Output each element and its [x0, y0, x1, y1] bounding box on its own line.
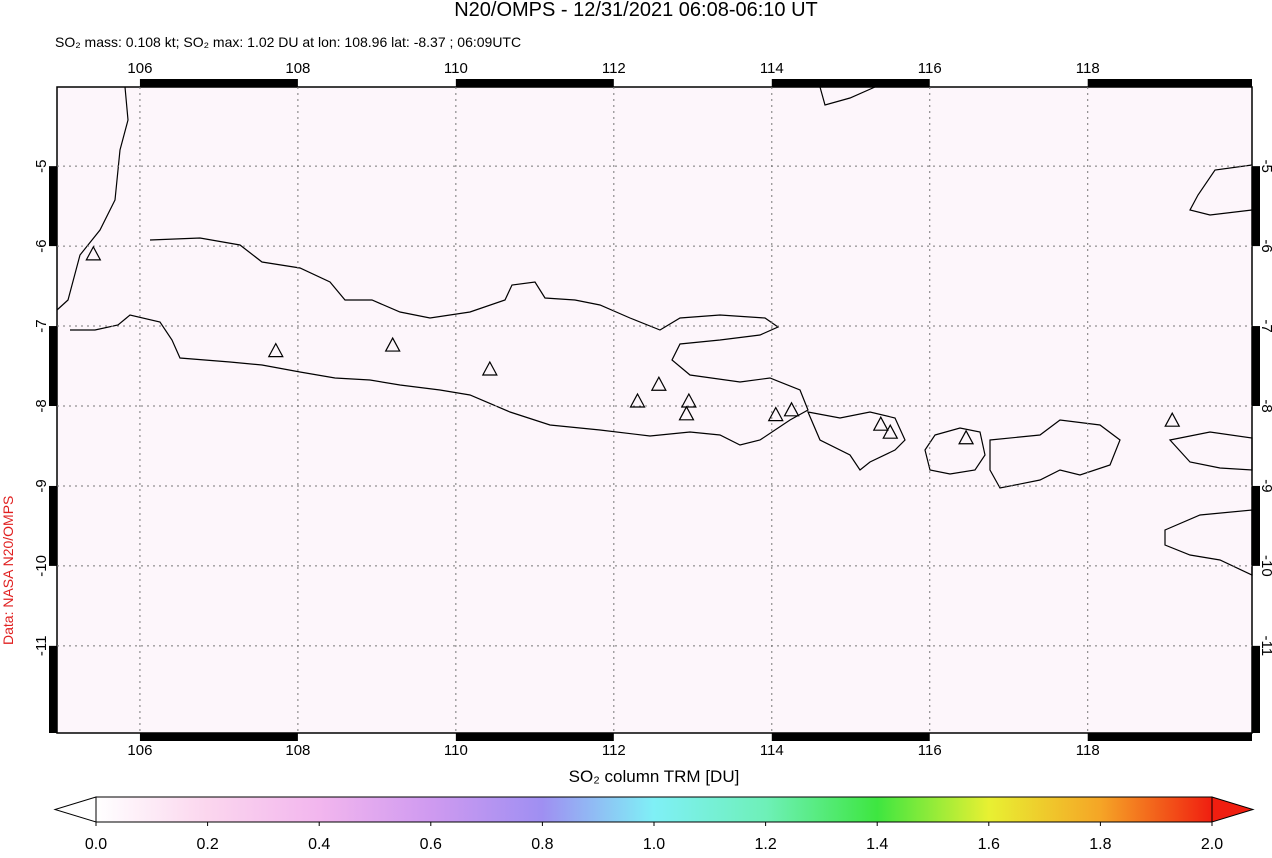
y-tick-label: -5: [1258, 159, 1272, 172]
colorbar-tick-label: 0.6: [420, 836, 442, 853]
volcano: [650, 375, 667, 391]
y-tick-label: -6: [1258, 239, 1272, 252]
volcano: [678, 405, 695, 421]
x-tick-label: 110: [444, 742, 468, 759]
border-bar: [455, 733, 614, 741]
sumbawa-coast: [989, 419, 1121, 489]
y-tick-label: -7: [1258, 319, 1272, 332]
border-bar: [139, 79, 298, 87]
border-bar: [771, 79, 930, 87]
map-area: [57, 87, 1252, 733]
volcano: [872, 415, 889, 431]
volcano: [629, 392, 646, 408]
x-tick-label: 116: [918, 60, 942, 77]
x-tick-label: 108: [285, 60, 310, 77]
border-bar: [771, 733, 930, 741]
x-tick-label: 108: [285, 742, 310, 759]
y-tick-label: -7: [33, 319, 50, 332]
colorbar-tick-label: 0.2: [196, 836, 218, 853]
border-bar: [1252, 326, 1260, 407]
map-frame: [56, 86, 1253, 734]
border-bar: [49, 645, 57, 733]
x-tick-label: 110: [444, 60, 468, 77]
volcano: [680, 392, 697, 408]
colorbar-tick-label: 0.4: [308, 836, 330, 853]
colorbar-tick-label: 2.0: [1201, 836, 1223, 853]
lombok-coast: [924, 427, 986, 475]
y-tick-label: -8: [1258, 399, 1272, 412]
volcano: [85, 245, 102, 261]
border-bar: [1087, 79, 1252, 87]
volcano: [767, 406, 784, 422]
y-tick-label: -11: [33, 636, 50, 657]
java-coast: [70, 237, 809, 446]
y-tick-label: -9: [33, 479, 50, 492]
border-bar: [1252, 485, 1260, 566]
x-tick-label: 114: [760, 742, 784, 759]
sumba-coast: [1164, 509, 1253, 576]
volcano: [481, 360, 498, 376]
colorbar-tick-label: 0.8: [531, 836, 553, 853]
border-bar: [455, 79, 614, 87]
y-tick-label: -9: [1258, 479, 1272, 492]
x-tick-label: 106: [127, 742, 152, 759]
x-tick-label: 118: [1076, 742, 1100, 759]
colorbar-tick-label: 1.0: [643, 836, 665, 853]
colorbar-tick-label: 1.6: [978, 836, 1000, 853]
border-bar: [1252, 645, 1260, 733]
y-tick-label: -8: [33, 399, 50, 412]
border-bar: [139, 733, 298, 741]
volcano: [384, 336, 401, 352]
x-tick-label: 114: [760, 60, 784, 77]
volcano: [267, 342, 284, 358]
x-tick-label: 112: [602, 742, 626, 759]
y-tick-label: -11: [1258, 636, 1272, 657]
colorbar: [95, 796, 1213, 823]
bali-coast: [807, 411, 906, 471]
y-tick-label: -10: [1258, 555, 1272, 577]
colorbar-tick-label: 1.2: [754, 836, 776, 853]
credit: Data: NASA N20/OMPS: [0, 496, 16, 645]
x-tick-label: 116: [918, 742, 942, 759]
y-tick-label: -5: [33, 159, 50, 172]
x-tick-label: 118: [1076, 60, 1100, 77]
x-tick-label: 106: [127, 60, 152, 77]
colorbar-tick-label: 1.8: [1089, 836, 1111, 853]
colorbar-tick-label: 0.0: [85, 836, 107, 853]
borneo-coast: [819, 86, 1253, 216]
colorbar-under-arrow: [53, 796, 97, 823]
border-bar: [1252, 166, 1260, 247]
y-tick-label: -10: [33, 555, 50, 577]
border-bar: [49, 326, 57, 407]
volcano: [1164, 411, 1181, 427]
volcano: [882, 423, 899, 439]
volcano: [783, 401, 800, 417]
x-tick-label: 112: [602, 60, 626, 77]
title: N20/OMPS - 12/31/2021 06:08-06:10 UT: [454, 0, 818, 21]
y-tick-label: -6: [33, 239, 50, 252]
colorbar-tick-label: 1.4: [866, 836, 888, 853]
sumatra-coast: [56, 86, 129, 311]
border-bar: [1087, 733, 1252, 741]
colorbar-over-arrow: [1211, 796, 1255, 823]
subtitle: SO₂ mass: 0.108 kt; SO₂ max: 1.02 DU at …: [55, 34, 521, 50]
border-bar: [49, 485, 57, 566]
volcano: [958, 429, 975, 445]
colorbar-label: SO₂ column TRM [DU]: [569, 767, 740, 786]
border-bar: [49, 166, 57, 247]
